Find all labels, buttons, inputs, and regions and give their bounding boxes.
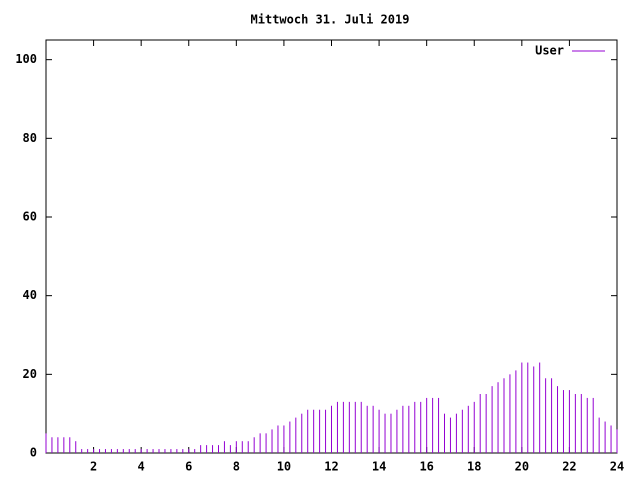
x-tick-label: 16 bbox=[419, 460, 433, 474]
x-tick-label: 22 bbox=[562, 460, 576, 474]
y-tick-label: 60 bbox=[23, 210, 37, 224]
x-tick-label: 4 bbox=[138, 460, 145, 474]
y-tick-label: 20 bbox=[23, 367, 37, 381]
y-tick-label: 0 bbox=[30, 446, 37, 460]
y-tick-label: 80 bbox=[23, 131, 37, 145]
x-tick-label: 20 bbox=[515, 460, 529, 474]
x-tick-label: 12 bbox=[324, 460, 338, 474]
x-tick-label: 10 bbox=[277, 460, 291, 474]
x-tick-label: 18 bbox=[467, 460, 481, 474]
x-tick-label: 14 bbox=[372, 460, 386, 474]
legend-label: User bbox=[535, 44, 564, 58]
x-tick-label: 6 bbox=[185, 460, 192, 474]
y-tick-label: 40 bbox=[23, 288, 37, 302]
y-tick-label: 100 bbox=[15, 52, 37, 66]
x-tick-label: 24 bbox=[610, 460, 624, 474]
x-tick-label: 2 bbox=[90, 460, 97, 474]
x-tick-label: 8 bbox=[233, 460, 240, 474]
chart-title: Mittwoch 31. Juli 2019 bbox=[251, 13, 410, 27]
